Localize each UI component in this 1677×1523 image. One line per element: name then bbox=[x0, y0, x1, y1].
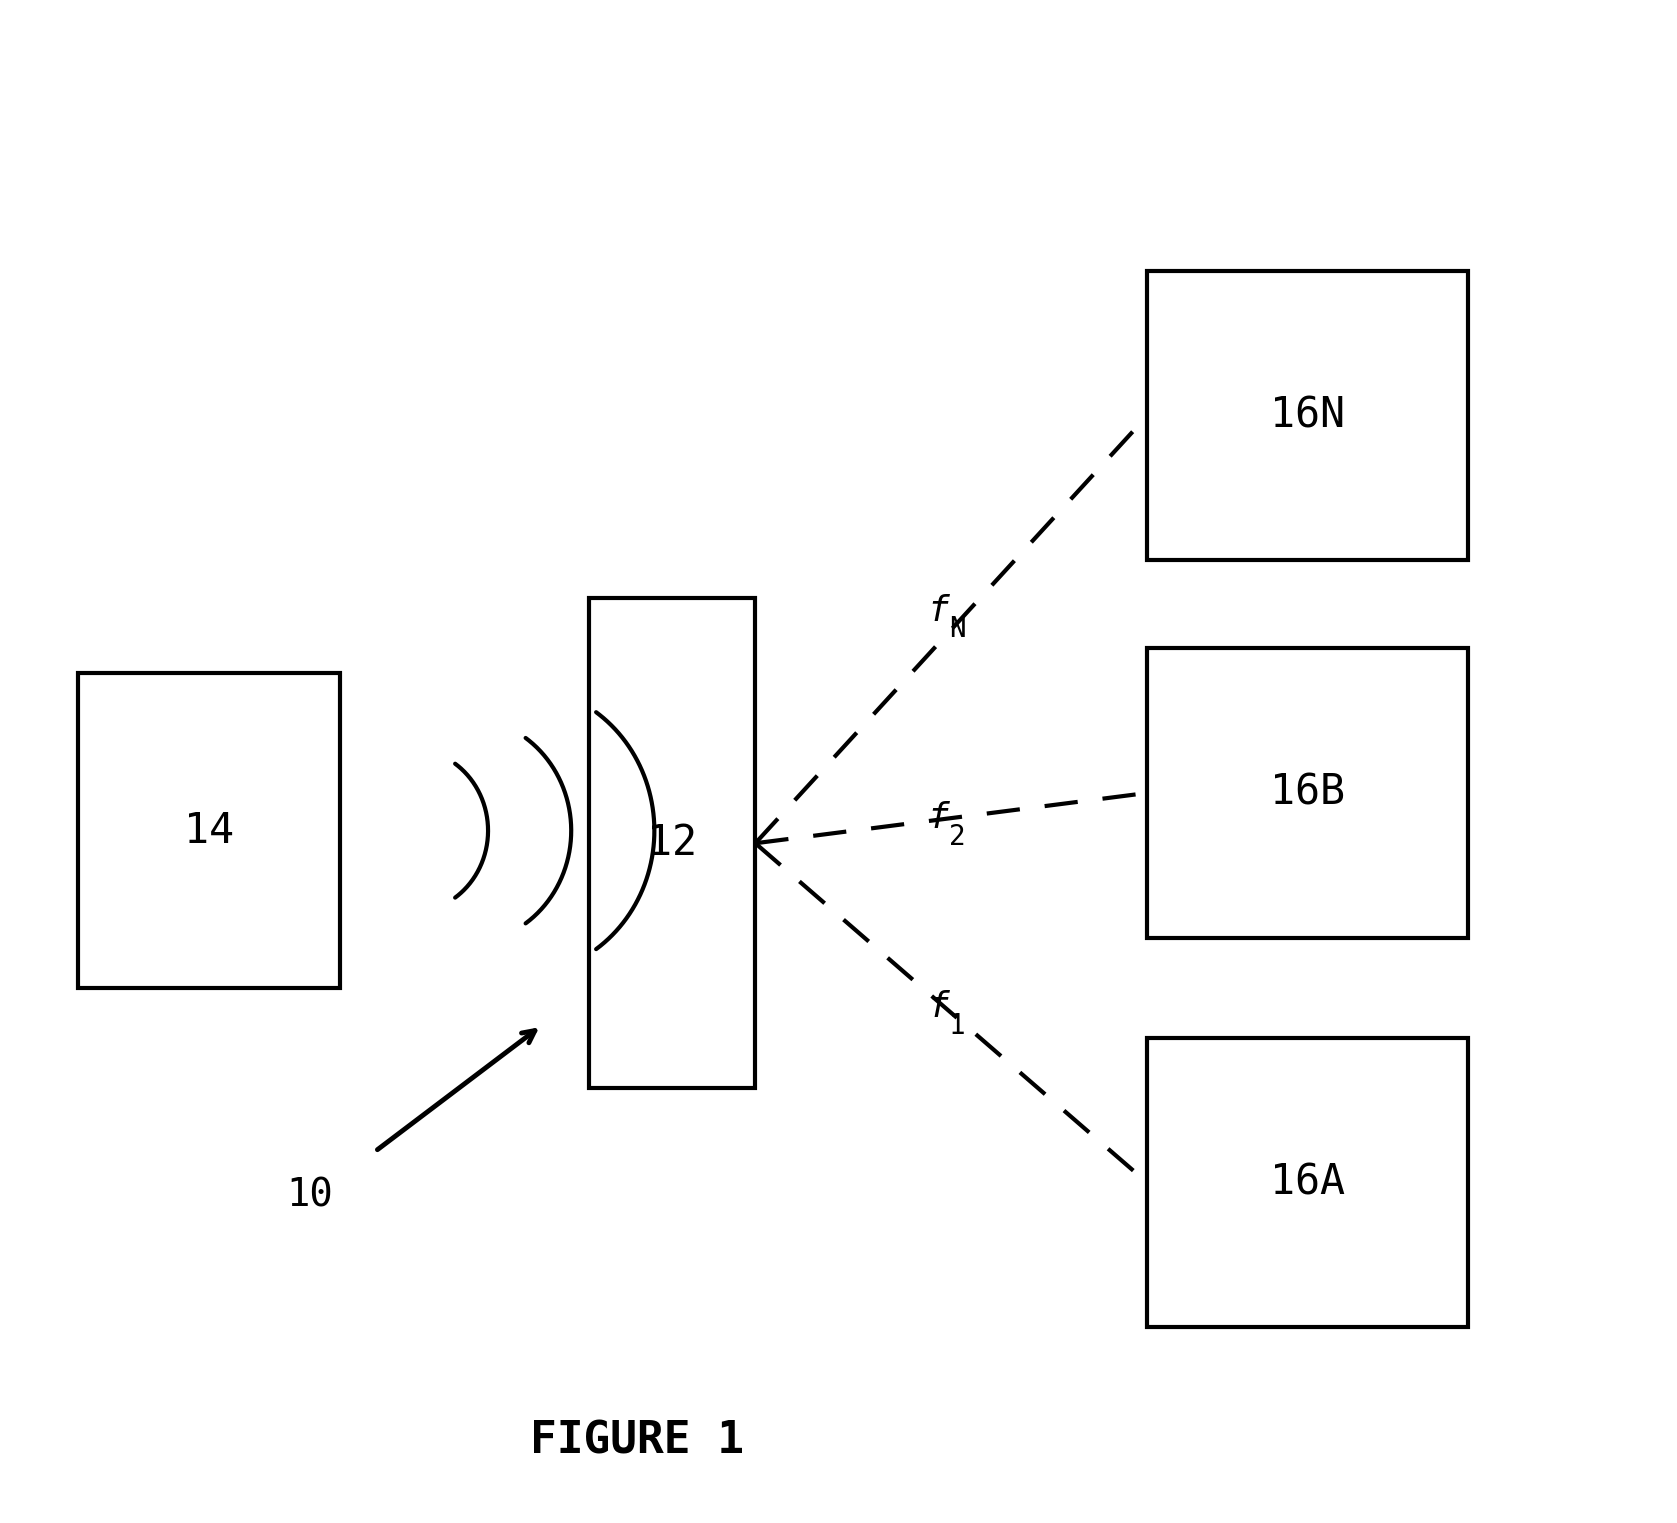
Text: N: N bbox=[949, 615, 966, 643]
Bar bbox=[589, 599, 755, 1089]
Bar bbox=[1147, 649, 1467, 938]
Text: f: f bbox=[927, 594, 949, 627]
Text: FIGURE 1: FIGURE 1 bbox=[530, 1419, 743, 1462]
Text: 12: 12 bbox=[647, 822, 698, 864]
Text: 14: 14 bbox=[184, 810, 233, 851]
Text: f: f bbox=[927, 801, 949, 835]
Text: 1: 1 bbox=[949, 1011, 966, 1040]
Text: 2: 2 bbox=[949, 822, 966, 851]
Text: 16A: 16A bbox=[1269, 1162, 1345, 1203]
Bar bbox=[1147, 1039, 1467, 1328]
Bar bbox=[79, 673, 339, 988]
Text: 16B: 16B bbox=[1269, 772, 1345, 813]
Bar bbox=[1147, 271, 1467, 560]
Text: 16N: 16N bbox=[1269, 394, 1345, 437]
Text: f: f bbox=[927, 990, 949, 1023]
Text: 10: 10 bbox=[287, 1176, 334, 1214]
